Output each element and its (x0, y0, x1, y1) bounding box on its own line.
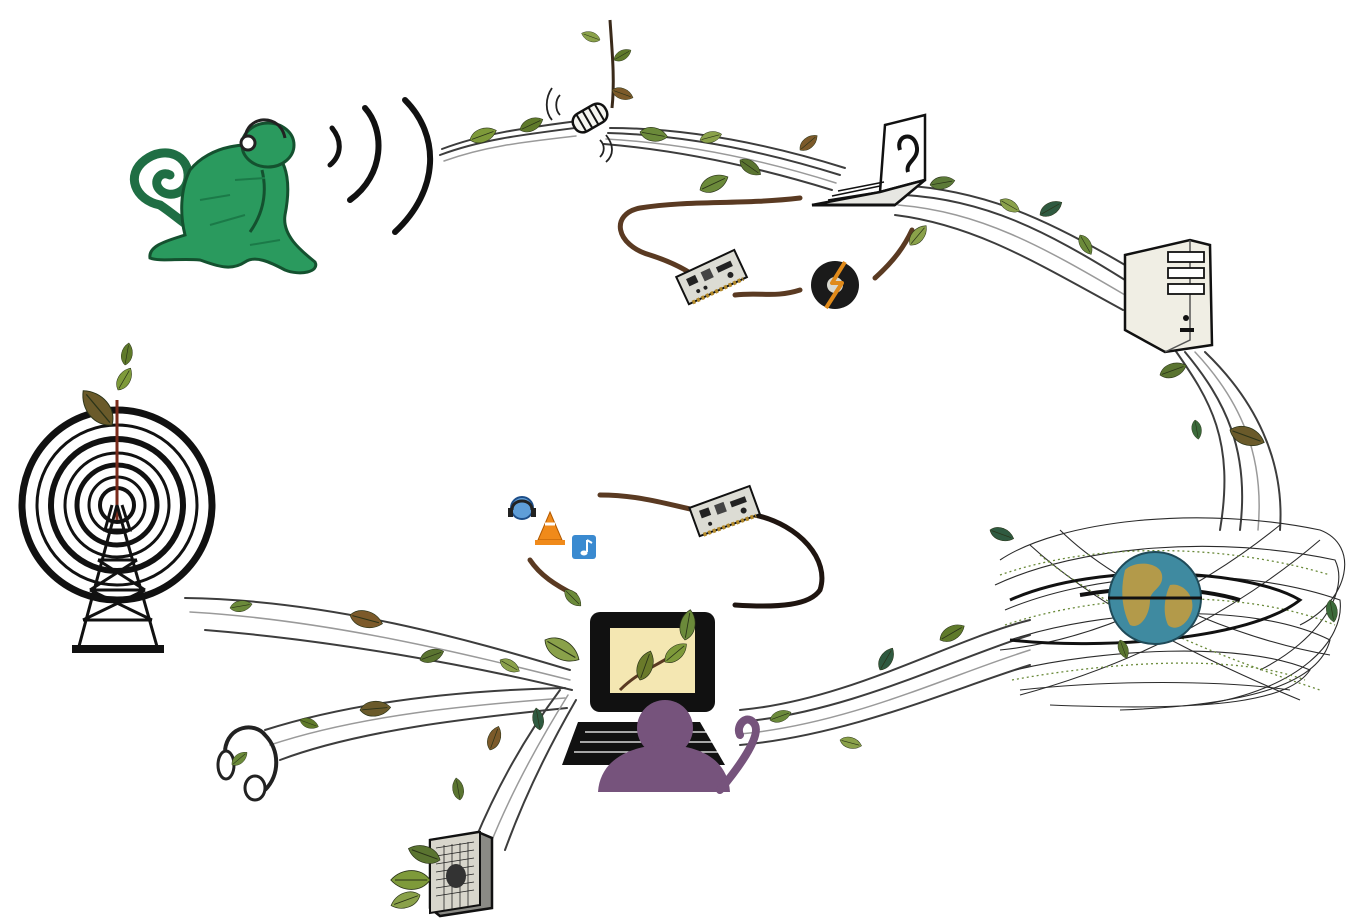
wire-desktop-to-speaker (474, 689, 577, 851)
internet-web (987, 517, 1346, 711)
desktop-computer-icon (539, 607, 760, 794)
wire-server-to-internet (1174, 349, 1282, 531)
radio-tower-icon (18, 341, 216, 653)
branch-laptop-to-soundcard (617, 195, 915, 298)
wire-vines (184, 120, 1282, 851)
monkey-headphone-icon (239, 134, 257, 152)
wire-internet-to-desktop (739, 619, 1031, 746)
audio-disc-icon (811, 260, 859, 310)
server-tower-icon (1123, 238, 1214, 354)
monkey-sound-source (129, 118, 318, 275)
sound-card-icon (688, 484, 762, 538)
media-player-icons (508, 496, 596, 559)
microphone-icon (545, 19, 636, 163)
vlc-cone-icon (535, 510, 565, 545)
player-app-icon (508, 496, 536, 520)
music-note-icon (572, 535, 596, 559)
wire-source-to-microphone (439, 120, 579, 162)
sound-wave-icon (327, 97, 434, 235)
ear-icon (897, 134, 919, 173)
wire-desktop-to-tower (184, 597, 573, 691)
laptop-icon (811, 113, 927, 207)
wire-microphone-to-laptop (603, 127, 846, 191)
speaker-icon (387, 830, 494, 918)
globe-icon (1108, 551, 1202, 645)
sound-card-icon (674, 248, 749, 306)
listener-silhouette (598, 700, 760, 794)
decorative-leaves (228, 113, 1268, 802)
headphones-icon (216, 725, 279, 802)
